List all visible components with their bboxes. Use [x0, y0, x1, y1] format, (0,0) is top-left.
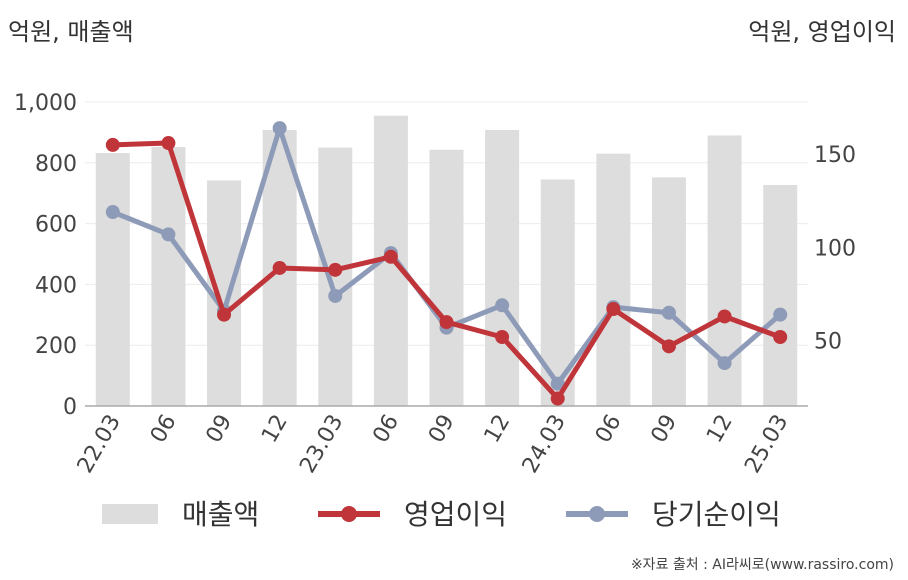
series-point: [105, 137, 120, 152]
legend-swatch: [102, 504, 158, 524]
series-point: [272, 121, 287, 136]
series-point: [217, 307, 232, 322]
source-caption: ※자료 출처 : AI라씨로(www.rassiro.com): [630, 557, 894, 573]
x-tick-label: 23.03: [295, 411, 348, 478]
legend-marker: [341, 506, 357, 522]
x-tick-label: 09: [202, 411, 238, 448]
left-tick-label: 600: [35, 213, 77, 238]
bar: [95, 153, 130, 406]
bar: [151, 146, 186, 406]
x-tick-label: 09: [647, 411, 683, 448]
legend-marker: [589, 506, 605, 522]
right-tick-label: 50: [814, 330, 842, 355]
series-point: [383, 249, 398, 264]
legend-label: 당기순이익: [652, 498, 781, 531]
series-point: [161, 136, 176, 151]
series-point: [105, 205, 120, 220]
bar: [540, 179, 575, 406]
legend-label: 매출액: [182, 498, 259, 531]
left-tick-label: 800: [35, 152, 77, 177]
x-tick-label: 06: [146, 411, 182, 448]
x-tick-label: 12: [702, 411, 738, 448]
left-axis-unit-label: 억원, 매출액: [8, 18, 134, 46]
left-tick-label: 1,000: [14, 91, 77, 116]
bar: [651, 177, 686, 406]
bar: [429, 149, 464, 406]
bar: [596, 153, 631, 406]
left-tick-label: 0: [63, 395, 77, 420]
bar: [763, 184, 798, 406]
series-point: [328, 288, 343, 303]
series-point: [661, 339, 676, 354]
series-point: [717, 356, 732, 371]
x-tick-label: 22.03: [73, 411, 126, 478]
right-axis-unit-label: 억원, 영업이익: [748, 18, 896, 46]
series-point: [773, 329, 788, 344]
right-tick-label: 150: [814, 143, 856, 168]
series-point: [439, 315, 454, 330]
x-tick-label: 09: [424, 411, 460, 448]
series-point: [328, 262, 343, 277]
series-point: [661, 305, 676, 320]
series-point: [272, 260, 287, 275]
x-tick-label: 25.03: [740, 411, 793, 478]
x-tick-label: 24.03: [518, 411, 571, 478]
left-tick-label: 200: [35, 334, 77, 359]
series-point: [161, 227, 176, 242]
series-point: [550, 391, 565, 406]
legend-label: 영업이익: [404, 498, 507, 531]
x-tick-label: 06: [591, 411, 627, 448]
left-tick-label: 400: [35, 273, 77, 298]
series-point: [773, 307, 788, 322]
series-point: [606, 302, 621, 317]
x-tick-label: 12: [480, 410, 516, 447]
right-tick-label: 100: [814, 236, 856, 261]
bar: [485, 129, 520, 406]
x-tick-label: 12: [257, 411, 293, 448]
series-point: [717, 309, 732, 324]
x-tick-label: 06: [368, 411, 404, 448]
series-point: [550, 376, 565, 391]
series-point: [495, 298, 510, 313]
series-point: [495, 329, 510, 344]
